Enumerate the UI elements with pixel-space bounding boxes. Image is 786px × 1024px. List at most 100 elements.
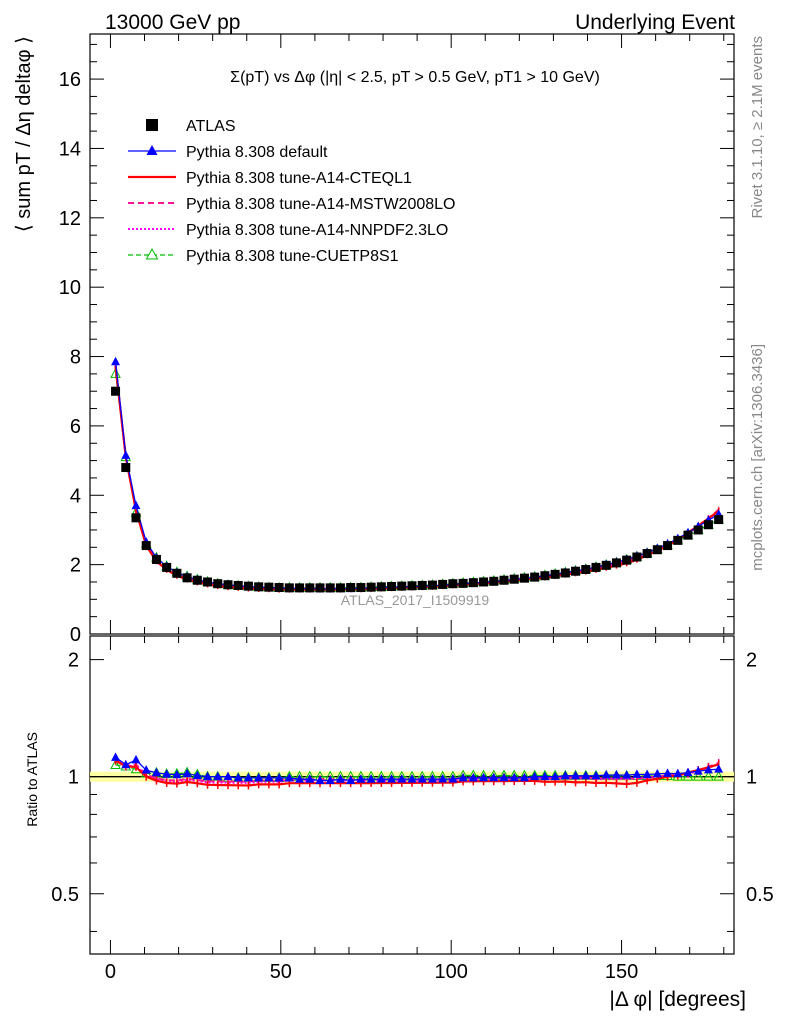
data-point-atlas [162,562,172,572]
data-point-atlas [683,530,693,540]
x-tick-label: 0 [105,961,116,983]
plot-title: Σ(pT) vs Δφ (|η| < 2.5, pT > 0.5 GeV, pT… [230,69,600,86]
x-tick-label: 50 [270,961,292,983]
y-tick-label: 14 [59,138,81,160]
data-point-atlas [652,545,662,555]
ratio-point-default [274,772,284,782]
data-point-default [111,356,121,366]
analysis-watermark: ATLAS_2017_I1509919 [341,592,490,608]
ratio-y-axis-label: Ratio to ATLAS [24,732,40,827]
header-left: 13000 GeV pp [105,11,240,34]
ratio-point-default [703,764,713,774]
series-line-nnpdf [114,366,720,590]
data-point-atlas [172,568,182,578]
main-series [110,356,724,593]
ratio-point-default [489,772,499,782]
ratio-point-default [571,770,581,780]
legend-marker-default [146,145,158,155]
data-point-atlas [233,580,243,590]
series-line-default [114,361,720,590]
data-point-atlas [325,583,335,593]
ratio-point-default [622,770,632,779]
data-point-atlas [663,541,673,551]
ratio-point-default [346,775,356,785]
data-point-atlas [366,582,376,592]
ratio-point-default [519,772,529,782]
ratio-point-default [427,774,437,783]
ratio-point-default [315,775,325,785]
ratio-point-default [141,765,151,774]
rivet-version-label: Rivet 3.1.10, ≥ 2.1M events [749,36,766,219]
ratio-point-default [550,771,560,781]
y-tick-label: 16 [59,69,81,91]
ratio-axis-ticks: 0.5 0.5 1 1 2 2 [51,650,774,932]
ratio-point-default [581,770,591,780]
data-point-atlas [346,583,356,593]
ratio-point-default [162,769,172,778]
data-point-atlas [315,583,325,593]
ratio-y-tick-label-right: 1 [746,767,757,789]
x-tick-label: 100 [434,961,467,983]
data-point-atlas [407,581,417,591]
ratio-point-default [356,774,366,783]
data-point-atlas [438,579,448,589]
ratio-point-default [387,774,397,783]
ratio-point-default [468,772,478,782]
ratio-point-default [325,775,335,785]
data-point-atlas [622,555,632,565]
ratio-point-default [652,768,662,778]
data-point-atlas [601,560,611,570]
data-point-atlas [427,580,437,590]
data-point-atlas [264,582,274,592]
data-point-atlas [632,552,642,562]
ratio-point-default [203,771,213,781]
data-point-atlas [468,578,478,588]
y-tick-label: 2 [70,555,81,577]
x-tick-label: 150 [605,961,638,983]
x-tick-labels: 0 50 100 150 [105,961,638,983]
ratio-point-default [182,768,192,778]
ratio-point-default [172,769,182,779]
ratio-point-default [192,770,202,780]
data-point-atlas [192,575,202,585]
legend-label-default: Pythia 8.308 default [186,144,328,161]
ratio-series [90,752,734,790]
data-point-atlas [530,572,540,582]
ratio-point-default [632,769,642,778]
y-tick-label: 8 [70,347,81,369]
data-point-atlas [571,566,581,576]
data-point-atlas [305,583,315,593]
data-point-atlas [254,582,264,592]
ratio-point-default [264,772,274,782]
ratio-point-default [540,771,550,781]
ratio-point-cuetp [703,770,714,781]
legend: ATLAS Pythia 8.308 default Pythia 8.308 tu… [128,118,455,265]
data-point-atlas [417,580,427,590]
data-point-atlas [509,574,519,584]
data-point-atlas [151,554,161,564]
series-line-mstw [114,365,720,590]
ratio-point-default [121,759,131,769]
y-tick-label: 4 [70,485,81,507]
data-point-atlas [479,577,489,587]
ratio-point-default [366,774,376,783]
data-point-default [121,450,131,459]
legend-label-cteql1: Pythia 8.308 tune-A14-CTEQL1 [186,170,412,187]
ratio-y-tick-label-right: 2 [746,650,757,672]
ratio-point-cuetp [110,758,121,770]
data-point-cuetp [110,367,121,378]
ratio-point-cuetp [713,770,724,781]
legend-marker-cuetp [145,247,159,260]
y-tick-label: 6 [70,416,81,438]
ratio-point-default [611,770,621,779]
ratio-point-cuetp [692,770,704,781]
ratio-point-default [591,770,601,780]
ratio-point-default [131,754,141,764]
legend-marker-atlas [146,119,158,131]
ratio-point-default [417,774,427,783]
ratio-point-default [305,774,315,783]
data-point-atlas [223,580,233,590]
ratio-point-default [448,774,458,783]
ratio-point-default [530,771,540,781]
data-point-atlas [611,558,621,568]
